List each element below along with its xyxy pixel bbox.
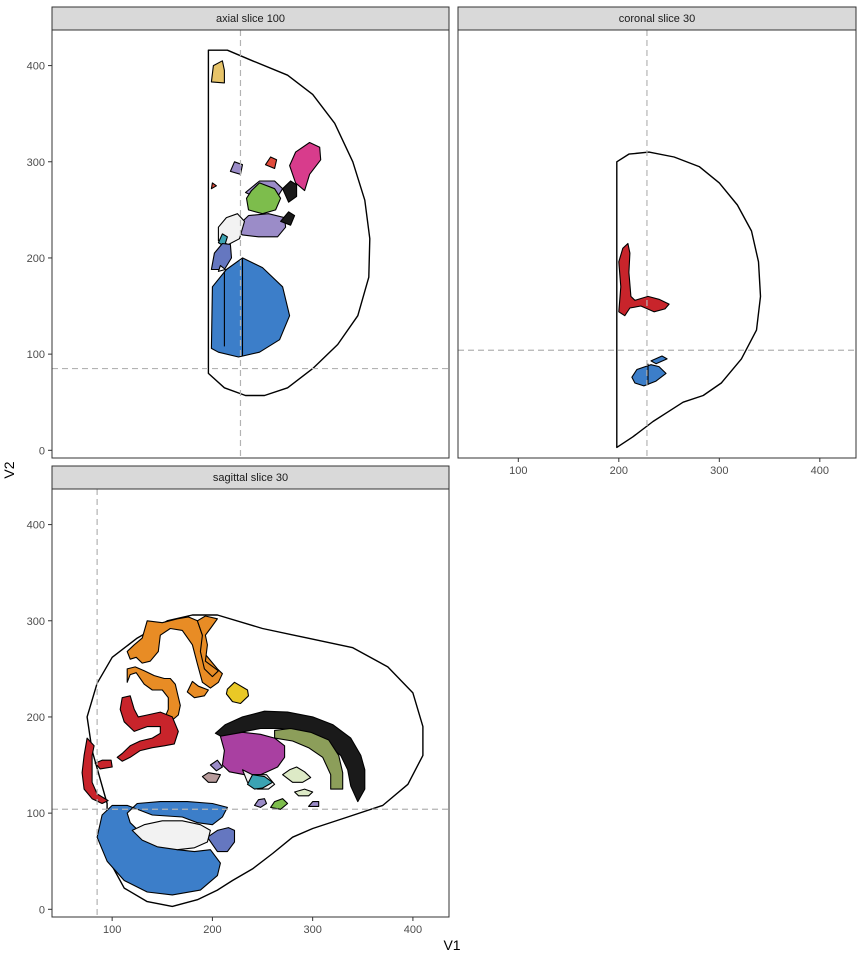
sagittal-x-tick-label: 200 [203, 924, 221, 936]
coronal-x-tick-label: 100 [509, 465, 527, 477]
sagittal-region-9 [214, 710, 366, 803]
axial-y-tick-label: 200 [27, 253, 45, 265]
sagittal-x-tick-label: 300 [303, 924, 321, 936]
coronal-x-tick-label: 400 [811, 465, 829, 477]
coronal-x-tick-label: 300 [710, 465, 728, 477]
facet-axial: axial slice 100 0 100 200 300 400 [27, 6, 450, 459]
sagittal-plot-area [52, 489, 449, 917]
sagittal-region-6 [116, 695, 179, 762]
axial-region-3 [264, 156, 278, 170]
sagittal-y-tick-label: 0 [39, 904, 45, 916]
sagittal-panel-border [51, 488, 450, 918]
sagittal-y-tick-label: 200 [27, 712, 45, 724]
sagittal-y-tick-label: 400 [27, 520, 45, 532]
axial-plot-area [52, 30, 449, 458]
coronal-plot-area [458, 30, 856, 458]
sagittal-region-3 [126, 666, 181, 723]
sagittal-region-8 [94, 759, 113, 770]
axial-panel-border [51, 29, 450, 459]
coronal-region-2 [631, 364, 667, 387]
sagittal-region-17 [253, 798, 268, 808]
axial-y-tick-label: 400 [27, 61, 45, 73]
axial-region-4 [229, 161, 244, 175]
coronal-panel-border [457, 29, 857, 459]
axial-region-8 [245, 182, 282, 215]
axial-y-tick-label: 300 [27, 157, 45, 169]
coronal-region-1 [618, 242, 670, 317]
sagittal-region-10 [274, 727, 344, 790]
sagittal-y-tick-label: 100 [27, 808, 45, 820]
sagittal-region-4 [186, 680, 209, 699]
axial-region-14 [217, 265, 226, 272]
sagittal-region-23 [131, 820, 211, 851]
coronal-x-tick-label: 200 [610, 465, 628, 477]
sagittal-x-tick-label: 400 [404, 924, 422, 936]
sagittal-x-tick-label: 100 [103, 924, 121, 936]
axial-region-10 [280, 211, 296, 226]
axial-y-tick-label: 0 [39, 445, 45, 457]
sagittal-region-11 [219, 731, 286, 776]
sagittal-region-20 [201, 772, 221, 783]
sagittal-region-22 [206, 827, 236, 853]
sagittal-region-19 [270, 798, 289, 810]
sagittal-y-tick-label: 300 [27, 616, 45, 628]
sagittal-region-14 [282, 766, 312, 783]
coronal-region-3 [650, 355, 668, 365]
axial-region-7 [282, 180, 298, 203]
facet-coronal: coronal slice 30 100 200 300 400 [457, 6, 857, 477]
sagittal-region-15 [294, 788, 314, 797]
sagittal-region-2 [196, 615, 219, 678]
sagittal-region-5 [225, 681, 250, 705]
axial-y-tick-label: 100 [27, 349, 45, 361]
axial-region-2 [289, 141, 322, 192]
x-axis-title: V1 [443, 937, 460, 953]
sagittal-region-7 [81, 737, 109, 805]
axial-strip-title: axial slice 100 [216, 13, 285, 25]
axial-region-5 [210, 182, 217, 190]
sagittal-strip-title: sagittal slice 30 [213, 472, 288, 484]
sagittal-region-21 [96, 801, 228, 896]
coronal-strip-title: coronal slice 30 [619, 13, 695, 25]
sagittal-region-16 [209, 759, 223, 772]
y-axis-title: V2 [1, 461, 17, 478]
sagittal-region-18 [308, 801, 320, 807]
facet-sagittal: sagittal slice 30 0 100 200 300 400 100 200 300 4… [27, 465, 450, 936]
sagittal-region-13 [246, 774, 274, 790]
axial-region-1 [210, 60, 225, 84]
